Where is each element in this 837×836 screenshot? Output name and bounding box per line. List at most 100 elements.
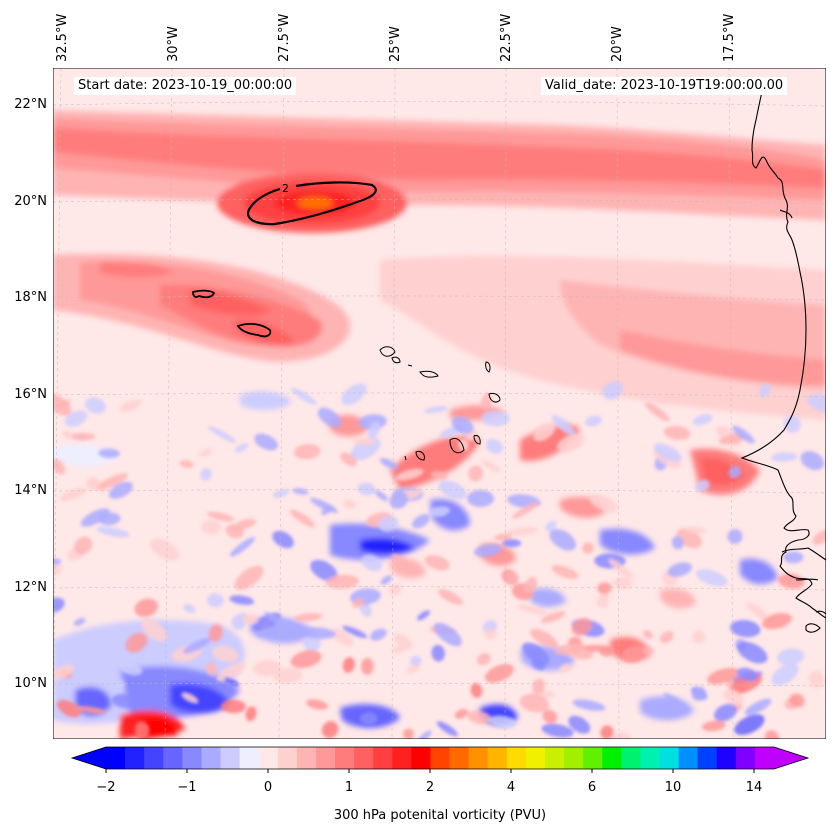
pv-noise-blob: [727, 529, 743, 544]
pv-noise-blob: [516, 604, 548, 615]
colorbar-swatch: [487, 747, 508, 769]
pv-noise-blob: [76, 706, 106, 715]
pv-noise-blob: [80, 508, 111, 527]
pv-noise-blob: [728, 465, 742, 479]
pv-noise-blob: [745, 602, 772, 623]
pv-noise-blob: [53, 458, 66, 475]
pv-noise-blob: [85, 397, 106, 414]
pv-noise-blob: [119, 661, 143, 676]
pv-noise-blob: [502, 539, 522, 548]
pv-noise-blob: [342, 656, 355, 673]
pv-noise-blob: [467, 710, 492, 725]
colorbar-swatch: [182, 747, 203, 769]
pv-noise-blob: [199, 448, 213, 457]
pv-noise-blob: [417, 730, 432, 739]
pv-noise-blob: [340, 452, 358, 467]
colorbar-arrow-right: [774, 747, 808, 769]
pv-noise-blob: [321, 721, 339, 739]
pv-noise-blob: [220, 699, 246, 714]
pv-noise-blob: [424, 555, 450, 571]
pv-noise-blob: [609, 732, 631, 739]
pv-noise-blob: [352, 437, 376, 446]
colorbar-tick-14: 14: [745, 780, 763, 795]
pv-noise-blob: [416, 610, 431, 621]
pv-noise-blob: [395, 468, 424, 481]
pv-noise-blob: [306, 699, 329, 710]
pv-noise-blob: [290, 387, 317, 405]
colorbar-tick-neg2: −2: [96, 780, 116, 795]
pv-noise-blob: [597, 582, 612, 595]
pv-noise-blob: [800, 451, 825, 471]
pv-noise-blob: [62, 430, 73, 439]
pv-noise-blob: [436, 721, 458, 737]
pv-noise-blob: [671, 386, 686, 395]
pv-noise-blob: [494, 533, 512, 541]
pv-noise-blob: [691, 686, 707, 701]
pv-noise-blob: [317, 407, 342, 428]
pv-noise-blob: [53, 563, 62, 576]
pv-noise-blob: [294, 444, 321, 460]
colorbar-swatch: [602, 747, 622, 769]
pv-noise-blob: [695, 479, 710, 492]
pv-noise-blob: [216, 662, 246, 682]
pv-noise-blob: [98, 448, 120, 459]
pv-noise-blob: [484, 663, 514, 683]
pv-noise-blob: [480, 393, 492, 411]
pv-noise-blob: [572, 699, 606, 711]
gridlines: [53, 68, 826, 739]
pv-noise-blob: [150, 538, 179, 561]
pv-noise-blob: [96, 526, 130, 538]
pv-noise-blob: [253, 659, 281, 676]
colorbar: [70, 746, 810, 773]
colorbar-swatch: [583, 747, 603, 769]
pv-noise-blob: [183, 637, 212, 654]
pv-noise-blob: [412, 514, 430, 529]
pv-noise-blob: [530, 628, 558, 648]
colorbar-tick-neg1: −1: [177, 780, 197, 795]
lat-label-16n: 16°N: [14, 387, 47, 402]
pv-noise-blob: [53, 664, 75, 681]
colorbar-swatch: [525, 747, 546, 769]
pv-noise-blob: [613, 577, 632, 590]
pv-noise-blob: [584, 644, 615, 653]
pv-noise-blob: [292, 488, 309, 495]
pv-noise-blob: [467, 490, 494, 507]
contour-label: 2: [282, 182, 289, 195]
pv-noise-blob: [438, 589, 463, 605]
pv-noise-blob: [718, 433, 746, 445]
pv-noise-blob: [107, 679, 125, 689]
pv-noise-blob: [97, 473, 128, 490]
pv-noise-blob: [359, 601, 372, 617]
lat-label-14n: 14°N: [14, 483, 47, 498]
pv-noise-blob: [232, 518, 256, 531]
pv-noise-blob: [379, 458, 399, 470]
pv-noise-blob: [428, 506, 451, 517]
pv-noise-blob: [134, 721, 150, 739]
colorbar-swatch: [163, 747, 183, 769]
pv-noise-blob: [208, 624, 223, 642]
pv-noise-blob: [723, 689, 744, 706]
pv-noise-blob: [597, 593, 609, 608]
lon-label-30w: 30°W: [166, 26, 181, 62]
colorbar-arrow-left: [72, 747, 106, 769]
colorbar-swatch: [506, 747, 527, 769]
pv-noise-blob: [744, 698, 772, 716]
pv-noise-blob: [181, 692, 199, 704]
pv-noise-blob: [600, 725, 614, 739]
pv-noise-blob: [783, 551, 804, 564]
colorbar-swatch: [258, 747, 279, 769]
pv-noise-blob: [663, 693, 688, 711]
pv-noise-blob: [234, 443, 249, 453]
pv-noise-blob: [736, 667, 759, 682]
pv-noise-blob: [343, 499, 356, 509]
pv-noise-blob: [378, 515, 399, 532]
colorbar-swatch: [373, 747, 393, 769]
colorbar-swatch: [564, 747, 584, 769]
colorbar-tick-4: 4: [506, 780, 516, 795]
pv-noise-blob: [207, 511, 235, 522]
pv-noise-blob: [433, 622, 462, 647]
colorbar-swatch: [716, 747, 737, 769]
pv-noise-blob: [714, 384, 727, 398]
pv-noise-blob: [302, 627, 336, 640]
